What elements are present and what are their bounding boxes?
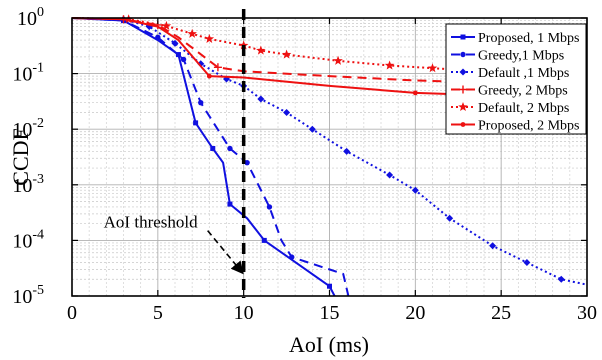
threshold-arrow [207,230,244,275]
legend-item-1: Proposed, 1 Mbps [451,31,580,46]
legend-item-2: Greedy,1 Mbps [451,49,564,64]
data-point [206,73,212,79]
data-point [460,51,466,58]
data-point [459,85,467,94]
y-tick-label: 10-4 [12,227,44,252]
data-point [384,60,395,70]
legend-item-6: Proposed, 2 Mbps [451,119,580,134]
threshold-label: AoI threshold [104,213,198,232]
x-axis-label: AoI (ms) [289,332,369,357]
data-point [333,55,343,65]
series-line [71,17,350,297]
data-point [327,283,332,289]
data-point [227,201,233,207]
data-point [459,68,467,76]
data-point [412,90,418,96]
data-point [308,125,316,133]
data-point [180,56,187,63]
data-point [244,159,250,166]
data-point [557,275,565,283]
data-point [460,122,466,127]
data-point [460,34,466,40]
data-point [204,33,215,43]
x-tick-label: 30 [577,302,597,324]
data-point [427,63,438,73]
legend-box [445,23,587,135]
data-point [261,237,267,243]
x-tick-label: 5 [153,302,163,324]
legend-label: Greedy, 2 Mbps [478,84,568,99]
y-tick-label: 10-1 [12,61,44,86]
data-point [386,171,394,179]
y-tick-label: 10-5 [12,283,44,308]
legend-label: Proposed, 2 Mbps [478,119,580,134]
legend-label: Default ,1 Mbps [478,66,569,81]
data-point [266,204,273,210]
legend-label: Greedy,1 Mbps [478,49,564,64]
legend-item-4: Greedy, 2 Mbps [451,84,568,99]
x-tick-label: 25 [491,302,511,324]
data-point [171,39,179,47]
data-point [175,52,181,58]
data-point [257,95,265,103]
legend-item-5: Default, 2 Mbps [451,101,569,116]
x-tick-label: 15 [320,302,340,324]
series-line [71,17,588,286]
series-line [71,17,336,297]
data-point [446,214,454,222]
data-point [489,242,497,250]
data-point [458,102,468,112]
data-point [210,145,216,151]
y-tick-label: 100 [17,5,44,30]
y-axis-label: CCDF [8,128,33,185]
data-point [198,99,204,106]
data-point [256,45,266,55]
y-tick-label: 10-3 [12,172,44,197]
data-point [289,254,295,260]
x-tick-label: 10 [234,302,254,324]
data-point [155,34,161,40]
legend-label: Default, 2 Mbps [478,101,569,116]
legend-item-3: Default ,1 Mbps [451,66,569,81]
data-point [227,145,233,152]
x-tick-label: 0 [67,302,77,324]
legend-label: Proposed, 1 Mbps [478,31,580,46]
data-point [187,28,197,38]
data-point [161,20,172,30]
data-point [193,120,199,126]
data-point [213,63,222,72]
threshold-group: AoI threshold [104,9,246,298]
data-point [281,49,292,59]
legend: Proposed, 1 Mbps Greedy,1 Mbps Default ,1 … [445,23,587,135]
data-point [411,186,419,194]
data-point [523,259,531,267]
x-tick-label: 20 [405,302,425,324]
axes: 0 5 10 15 20 25 30 100 10-1 10-2 10-3 10-4 10-5 [12,5,597,324]
y-tick-label: 10-2 [12,116,44,141]
data-point [283,108,291,116]
data-point [343,147,351,155]
